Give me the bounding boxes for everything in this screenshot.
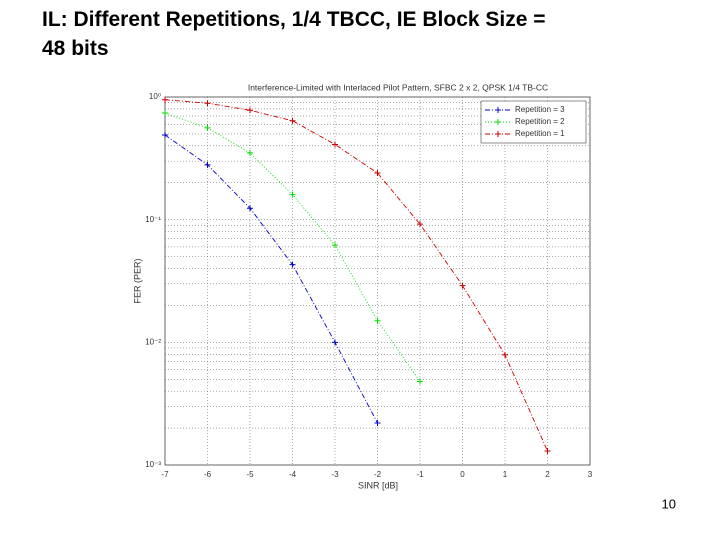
x-tick-label: -5 xyxy=(246,470,254,479)
point-marker xyxy=(374,170,381,177)
y-tick-label: 10⁻² xyxy=(145,337,161,346)
point-marker xyxy=(332,242,338,249)
point-marker xyxy=(417,378,423,385)
point-marker xyxy=(544,448,551,455)
x-tick-label: 2 xyxy=(545,470,550,479)
legend-marker xyxy=(495,119,501,125)
legend-label: Repetition = 1 xyxy=(515,129,565,138)
point-marker xyxy=(162,132,168,139)
x-tick-label: 0 xyxy=(460,470,465,479)
point-marker xyxy=(247,205,253,212)
point-marker xyxy=(247,107,253,114)
x-tick-label: -4 xyxy=(289,470,297,479)
x-axis-label: SINR [dB] xyxy=(358,480,398,490)
point-marker xyxy=(204,100,211,107)
y-tick-label: 10⁻³ xyxy=(145,460,161,469)
point-marker xyxy=(162,96,168,103)
point-marker xyxy=(204,161,211,168)
point-marker xyxy=(374,317,381,324)
point-marker xyxy=(289,261,296,268)
point-marker xyxy=(417,221,423,228)
legend-label: Repetition = 3 xyxy=(515,105,565,114)
point-marker xyxy=(289,191,296,198)
page-number: 10 xyxy=(662,496,676,511)
point-marker xyxy=(289,117,296,124)
legend-label: Repetition = 2 xyxy=(515,117,565,126)
x-tick-label: 1 xyxy=(503,470,508,479)
x-tick-label: -7 xyxy=(161,470,169,479)
y-tick-label: 10⁻¹ xyxy=(145,215,161,224)
series-line xyxy=(165,99,548,452)
legend-marker xyxy=(495,107,501,113)
point-marker xyxy=(459,282,466,289)
point-marker xyxy=(332,141,338,148)
legend-marker xyxy=(495,131,501,137)
point-marker xyxy=(332,339,338,346)
x-tick-label: 3 xyxy=(588,470,593,479)
series-line xyxy=(165,134,378,424)
x-tick-label: -6 xyxy=(204,470,212,479)
x-tick-label: -1 xyxy=(416,470,424,479)
point-marker xyxy=(204,124,211,131)
x-tick-label: -2 xyxy=(374,470,382,479)
point-marker xyxy=(502,351,508,358)
y-axis-label: FER (PER) xyxy=(132,258,142,303)
point-marker xyxy=(162,110,168,117)
point-marker xyxy=(247,149,253,156)
y-tick-label: 10⁰ xyxy=(149,92,161,101)
point-marker xyxy=(374,419,381,426)
slide-title: IL: Different Repetitions, 1/4 TBCC, IE … xyxy=(42,8,546,60)
chart-title: Interference-Limited with Interlaced Pil… xyxy=(248,82,548,92)
x-tick-label: -3 xyxy=(331,470,339,479)
